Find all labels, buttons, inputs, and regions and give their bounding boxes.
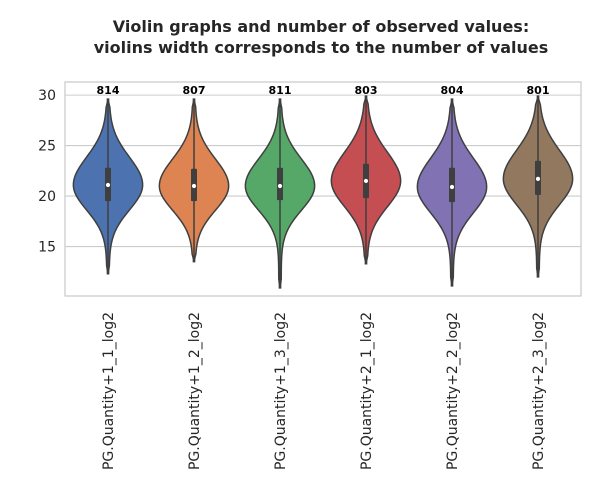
x-category-label: PG.Quantity+2_2_log2 (445, 312, 461, 470)
count-label: 814 (97, 84, 120, 97)
x-category-label: PG.Quantity+1_3_log2 (273, 312, 289, 470)
y-tick-label: 30 (38, 88, 56, 104)
violin-median-point (277, 183, 283, 189)
violin-median-point (363, 178, 369, 184)
y-tick-label: 15 (38, 240, 56, 256)
chart-title-line1: Violin graphs and number of observed val… (113, 17, 529, 36)
y-tick-label: 25 (38, 139, 56, 155)
y-tick-label: 20 (38, 189, 56, 205)
count-label: 811 (269, 84, 292, 97)
chart-title-line2: violins width corresponds to the number … (94, 38, 549, 57)
x-category-label: PG.Quantity+2_1_log2 (359, 312, 375, 470)
x-category-label: PG.Quantity+2_3_log2 (531, 312, 547, 470)
count-label: 801 (527, 84, 550, 97)
violin-median-point (449, 184, 455, 190)
x-category-label: PG.Quantity+1_1_log2 (101, 312, 117, 470)
violins: 814 807 811 803 804 801 (72, 84, 574, 289)
count-label: 807 (183, 84, 206, 97)
plot-frame (64, 81, 582, 297)
count-label: 804 (441, 84, 464, 97)
violin-median-point (191, 183, 197, 189)
count-label: 803 (355, 84, 378, 97)
violin-median-point (105, 182, 111, 188)
grid-lines (65, 94, 581, 248)
x-category-label: PG.Quantity+1_2_log2 (187, 312, 203, 470)
violin-median-point (535, 176, 541, 182)
axes: 15 20 25 30 PG.Quantity+1_1_log2 PG.Quantity+… (38, 88, 547, 470)
